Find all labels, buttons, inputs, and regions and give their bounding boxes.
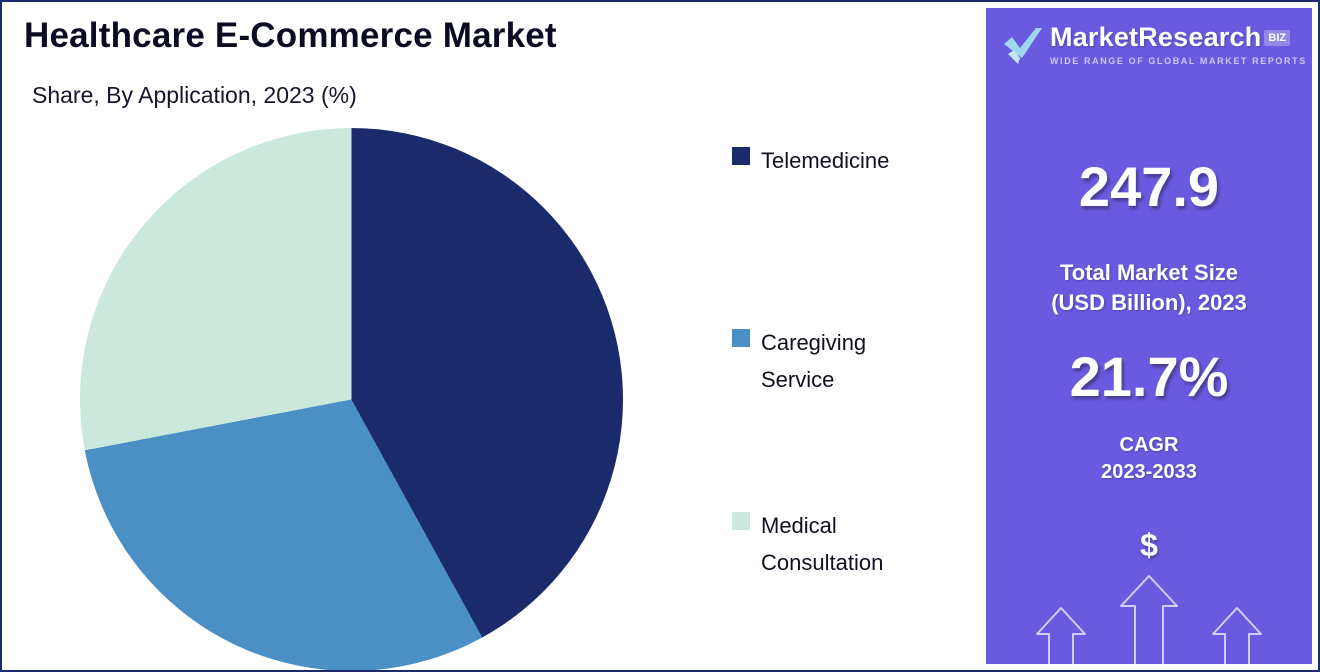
cagr-label: CAGR 2023-2033 <box>986 432 1312 486</box>
checkmark-icon <box>1004 28 1042 64</box>
legend-item-medical-consultation: Medical Consultation <box>732 507 931 581</box>
legend-item-caregiving-service: Caregiving Service <box>732 324 931 398</box>
market-size-label: Total Market Size (USD Billion), 2023 <box>986 258 1312 318</box>
up-arrow-icon <box>1120 575 1178 664</box>
up-arrow-icon <box>1212 607 1262 664</box>
market-size-label-line1: Total Market Size <box>1059 260 1239 285</box>
brand-suffix-badge: BIZ <box>1264 29 1291 46</box>
brand-logo: MarketResearch BIZ WIDE RANGE OF GLOBAL … <box>998 22 1307 70</box>
growth-arrows-icon <box>1036 575 1262 664</box>
cagr-label-line2: 2023-2033 <box>1101 461 1197 483</box>
legend-label: Medical Consultation <box>761 513 884 575</box>
market-size-label-line2: (USD Billion), 2023 <box>1051 290 1247 315</box>
market-size-value: 247.9 <box>1078 155 1220 218</box>
dollar-icon: $ <box>1140 527 1158 563</box>
legend-item-telemedicine: Telemedicine <box>732 142 931 179</box>
brand-tagline: WIDE RANGE OF GLOBAL MARKET REPORTS <box>1050 56 1307 66</box>
up-arrow-icon <box>1036 607 1086 664</box>
legend-swatch <box>732 329 750 347</box>
brand-name: MarketResearch <box>1050 22 1262 52</box>
legend-label: Telemedicine <box>761 148 890 173</box>
pie-chart <box>80 128 623 670</box>
legend-swatch <box>732 512 750 530</box>
cagr-label-line1: CAGR <box>1119 434 1179 456</box>
legend-label: Caregiving Service <box>761 330 867 392</box>
cagr-value: 21.7% <box>1069 345 1229 408</box>
page-title: Healthcare E-Commerce Market <box>24 16 557 55</box>
legend-swatch <box>732 147 750 165</box>
sidebar: MarketResearch BIZ WIDE RANGE OF GLOBAL … <box>986 8 1312 664</box>
page-subtitle: Share, By Application, 2023 (%) <box>32 82 357 108</box>
